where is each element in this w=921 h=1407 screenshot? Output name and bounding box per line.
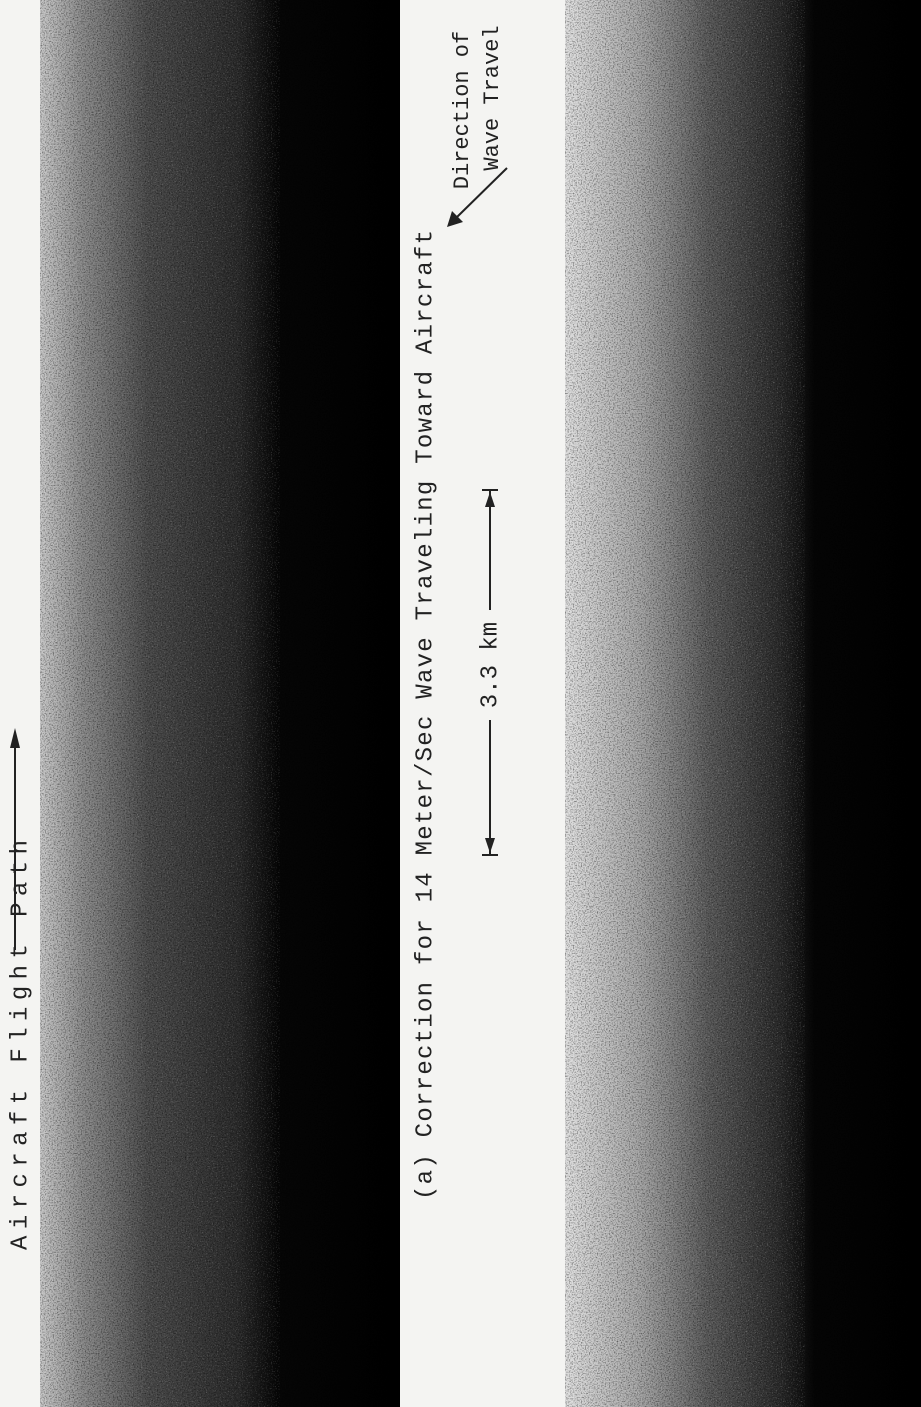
radar-image-right [565, 0, 921, 1407]
direction-label: Wave Travel [480, 25, 505, 170]
scale-label: 3.3 km [477, 622, 504, 708]
figure-page: Aircraft Flight Path (a) Correction for … [0, 0, 921, 1407]
radar-image-left [40, 0, 400, 1407]
page: Aircraft Flight Path (a) Correction for … [0, 0, 921, 1407]
figure-caption: (a) Correction for 14 Meter/Sec Wave Tra… [412, 230, 439, 1200]
direction-label: Direction of [450, 31, 475, 189]
flight-path-label: Aircraft Flight Path [7, 840, 34, 1250]
